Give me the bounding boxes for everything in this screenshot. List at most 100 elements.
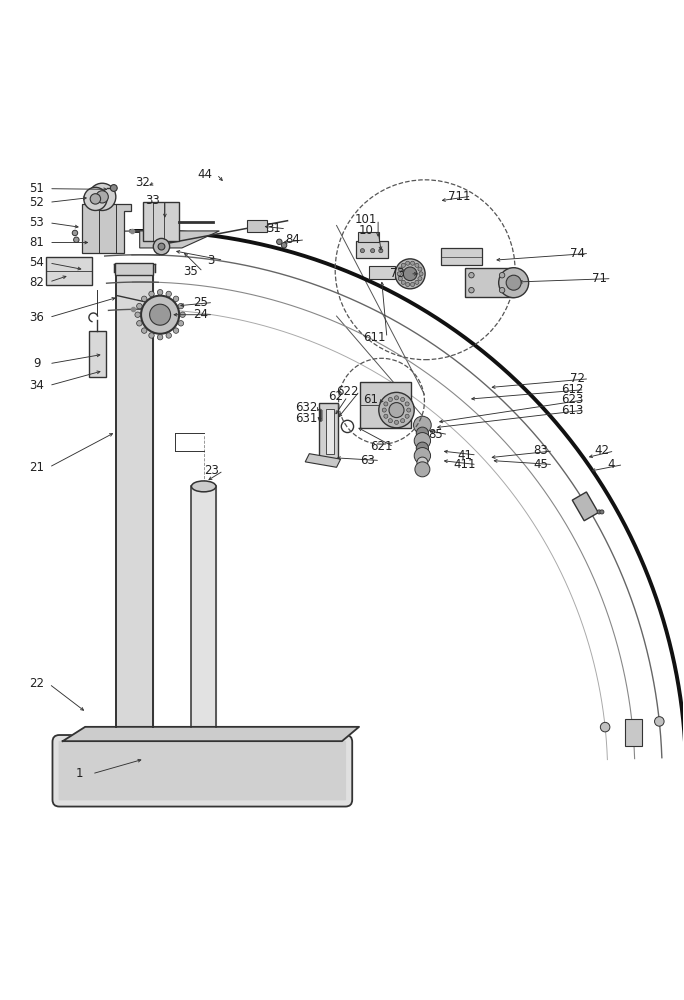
Text: 53: 53: [29, 216, 44, 229]
Circle shape: [360, 249, 365, 253]
Polygon shape: [140, 231, 220, 248]
Text: 34: 34: [29, 379, 44, 392]
Text: 611: 611: [363, 331, 386, 344]
Text: 74: 74: [570, 247, 585, 260]
Circle shape: [469, 272, 474, 278]
Circle shape: [73, 230, 78, 236]
Circle shape: [178, 303, 183, 309]
Text: 72: 72: [570, 372, 585, 385]
Circle shape: [96, 191, 108, 203]
Circle shape: [655, 717, 664, 726]
Circle shape: [137, 303, 142, 309]
Circle shape: [415, 433, 430, 449]
Circle shape: [74, 237, 79, 242]
Circle shape: [414, 416, 431, 434]
Bar: [360, 382, 412, 428]
Circle shape: [281, 242, 287, 248]
Text: 83: 83: [534, 444, 549, 457]
Text: 63: 63: [360, 454, 376, 467]
Circle shape: [597, 510, 601, 514]
Bar: [319, 403, 338, 459]
Circle shape: [418, 267, 422, 271]
Text: 613: 613: [561, 404, 583, 417]
Circle shape: [415, 280, 419, 284]
Circle shape: [141, 296, 179, 334]
Text: 85: 85: [429, 428, 443, 441]
Polygon shape: [60, 741, 345, 800]
Text: 612: 612: [561, 383, 583, 396]
Circle shape: [395, 396, 399, 400]
Circle shape: [276, 239, 282, 245]
Text: 711: 711: [448, 190, 471, 203]
Circle shape: [384, 414, 388, 418]
Circle shape: [110, 185, 117, 191]
Polygon shape: [114, 264, 155, 272]
Circle shape: [418, 277, 422, 281]
Circle shape: [166, 291, 172, 297]
Circle shape: [404, 267, 417, 281]
Circle shape: [415, 462, 430, 477]
Circle shape: [417, 427, 428, 439]
Circle shape: [499, 272, 505, 278]
Circle shape: [402, 280, 406, 284]
Circle shape: [149, 291, 154, 297]
Text: 35: 35: [183, 265, 198, 278]
Circle shape: [601, 722, 610, 732]
Bar: [369, 266, 395, 279]
Text: 36: 36: [29, 311, 44, 324]
Circle shape: [398, 267, 402, 271]
Text: 61: 61: [363, 393, 378, 406]
Bar: [46, 257, 92, 285]
Circle shape: [406, 282, 410, 287]
Circle shape: [382, 408, 386, 412]
Text: 4: 4: [607, 458, 615, 471]
Polygon shape: [305, 454, 341, 467]
Circle shape: [406, 261, 410, 265]
Circle shape: [389, 403, 404, 418]
Circle shape: [499, 287, 505, 293]
Circle shape: [401, 397, 405, 402]
Text: 631: 631: [295, 412, 318, 425]
Circle shape: [405, 402, 409, 406]
Text: 81: 81: [29, 236, 44, 249]
Circle shape: [506, 275, 521, 290]
Text: 62: 62: [328, 390, 343, 403]
Bar: [356, 241, 389, 258]
Circle shape: [415, 448, 430, 464]
Circle shape: [379, 249, 383, 253]
Text: 22: 22: [29, 677, 44, 690]
Bar: [358, 232, 380, 242]
Circle shape: [371, 249, 375, 253]
Circle shape: [137, 321, 142, 326]
Polygon shape: [82, 204, 131, 253]
Text: 73: 73: [391, 267, 406, 280]
Bar: [143, 202, 179, 241]
Text: 623: 623: [561, 393, 583, 406]
Circle shape: [142, 296, 147, 302]
Text: 25: 25: [194, 296, 209, 309]
Circle shape: [84, 187, 107, 210]
Circle shape: [178, 321, 183, 326]
Circle shape: [410, 261, 415, 265]
Text: 411: 411: [453, 458, 476, 471]
Circle shape: [499, 268, 529, 298]
Circle shape: [407, 408, 411, 412]
Circle shape: [469, 287, 474, 293]
Circle shape: [389, 397, 393, 402]
Text: 44: 44: [197, 168, 212, 181]
Circle shape: [395, 420, 399, 424]
Circle shape: [410, 282, 415, 287]
Bar: [89, 331, 106, 377]
Circle shape: [379, 392, 415, 428]
Text: 51: 51: [29, 182, 44, 195]
Circle shape: [405, 414, 409, 418]
Text: 52: 52: [29, 196, 44, 209]
Text: 10: 10: [358, 224, 373, 237]
Circle shape: [627, 720, 637, 729]
Text: 21: 21: [29, 461, 44, 474]
Text: 622: 622: [337, 385, 358, 398]
Text: 23: 23: [204, 464, 219, 477]
Text: 621: 621: [370, 440, 393, 453]
Polygon shape: [192, 486, 216, 727]
Circle shape: [180, 312, 185, 317]
